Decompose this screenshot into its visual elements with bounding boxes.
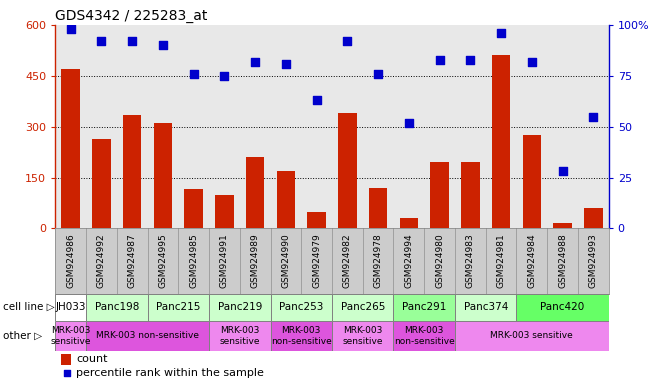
Point	[557, 169, 568, 175]
Text: MRK-003
sensitive: MRK-003 sensitive	[219, 326, 260, 346]
Point	[62, 370, 72, 376]
Bar	[461, 162, 480, 228]
Text: GSM924981: GSM924981	[497, 234, 506, 288]
Text: MRK-003
sensitive: MRK-003 sensitive	[342, 326, 383, 346]
Text: percentile rank within the sample: percentile rank within the sample	[76, 368, 264, 378]
Text: GSM924988: GSM924988	[558, 234, 567, 288]
Bar	[154, 123, 172, 228]
Bar	[332, 294, 393, 321]
Text: GSM924990: GSM924990	[281, 234, 290, 288]
Bar	[55, 321, 86, 351]
Point	[219, 73, 230, 79]
Bar	[55, 294, 86, 321]
Point	[96, 38, 107, 44]
Bar	[338, 113, 357, 228]
Bar	[307, 212, 326, 228]
Point	[127, 38, 137, 44]
Text: GSM924986: GSM924986	[66, 234, 76, 288]
Point	[404, 119, 414, 126]
Bar	[369, 188, 387, 228]
Text: GSM924995: GSM924995	[158, 234, 167, 288]
Text: JH033: JH033	[55, 302, 86, 312]
Bar	[584, 208, 603, 228]
Point	[281, 61, 291, 67]
Bar	[516, 294, 609, 321]
Text: GSM924984: GSM924984	[527, 234, 536, 288]
Text: GSM924983: GSM924983	[466, 234, 475, 288]
Point	[66, 26, 76, 32]
Text: MRK-003
sensitive: MRK-003 sensitive	[51, 326, 91, 346]
Bar	[61, 69, 80, 228]
Bar	[271, 321, 332, 351]
Bar	[246, 157, 264, 228]
Text: GSM924989: GSM924989	[251, 234, 260, 288]
Text: GSM924982: GSM924982	[343, 234, 352, 288]
Bar	[123, 115, 141, 228]
Bar	[92, 139, 111, 228]
Bar	[455, 321, 609, 351]
Bar	[553, 223, 572, 228]
Point	[527, 58, 537, 65]
Bar	[393, 321, 455, 351]
Bar	[271, 294, 332, 321]
Bar	[332, 321, 393, 351]
Bar	[492, 55, 510, 228]
Text: Panc265: Panc265	[340, 302, 385, 312]
Bar	[393, 294, 455, 321]
Text: MRK-003 non-sensitive: MRK-003 non-sensitive	[96, 331, 199, 341]
Text: GDS4342 / 225283_at: GDS4342 / 225283_at	[55, 8, 208, 23]
Text: GSM924980: GSM924980	[435, 234, 444, 288]
Point	[342, 38, 353, 44]
Text: GSM924991: GSM924991	[220, 234, 229, 288]
Text: MRK-003 sensitive: MRK-003 sensitive	[490, 331, 574, 341]
Bar	[215, 195, 234, 228]
Text: GSM924985: GSM924985	[189, 234, 198, 288]
Point	[588, 114, 598, 120]
Text: cell line ▷: cell line ▷	[3, 302, 55, 312]
Bar	[184, 189, 203, 228]
Bar	[86, 321, 209, 351]
Text: GSM924993: GSM924993	[589, 234, 598, 288]
Bar	[400, 218, 418, 228]
Text: MRK-003
non-sensitive: MRK-003 non-sensitive	[394, 326, 454, 346]
Point	[311, 97, 322, 103]
Point	[158, 42, 168, 48]
Point	[189, 71, 199, 77]
Text: GSM924979: GSM924979	[312, 234, 321, 288]
Text: GSM924994: GSM924994	[404, 234, 413, 288]
Bar	[209, 294, 271, 321]
Text: MRK-003
non-sensitive: MRK-003 non-sensitive	[271, 326, 331, 346]
Text: GSM924978: GSM924978	[374, 234, 383, 288]
Text: Panc253: Panc253	[279, 302, 324, 312]
Bar	[209, 321, 271, 351]
Text: GSM924992: GSM924992	[97, 234, 106, 288]
Point	[465, 56, 475, 63]
Text: Panc420: Panc420	[540, 302, 585, 312]
Bar	[430, 162, 449, 228]
Text: Panc215: Panc215	[156, 302, 201, 312]
Bar	[455, 294, 516, 321]
Point	[496, 30, 506, 36]
Bar	[86, 294, 148, 321]
Point	[373, 71, 383, 77]
Text: Panc198: Panc198	[94, 302, 139, 312]
Text: GSM924987: GSM924987	[128, 234, 137, 288]
Bar	[61, 354, 71, 365]
Text: Panc219: Panc219	[217, 302, 262, 312]
Bar	[277, 172, 295, 228]
Text: other ▷: other ▷	[3, 331, 42, 341]
Bar	[148, 294, 209, 321]
Point	[250, 58, 260, 65]
Bar	[523, 135, 541, 228]
Text: Panc374: Panc374	[464, 302, 508, 312]
Text: count: count	[76, 354, 108, 364]
Text: Panc291: Panc291	[402, 302, 447, 312]
Point	[434, 56, 445, 63]
